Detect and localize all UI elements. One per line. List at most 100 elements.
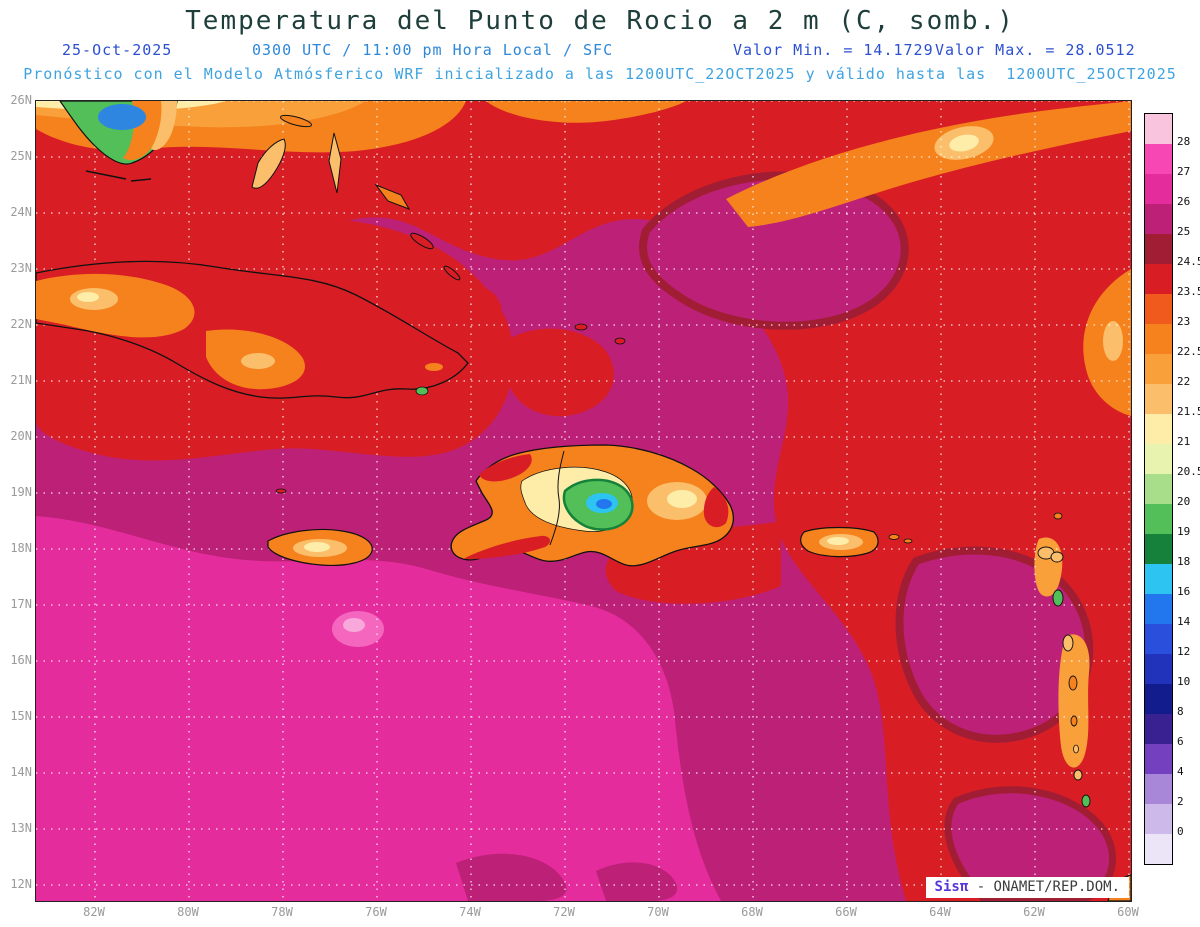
red-patch-central <box>504 328 614 417</box>
bahamas <box>251 114 461 281</box>
orange-glow-antilles-south <box>1058 634 1090 768</box>
lat-tick-label: 15N <box>10 709 32 723</box>
colorbar-segment <box>1145 114 1172 144</box>
colorbar-scale <box>1144 113 1173 865</box>
lon-tick-label: 66W <box>835 905 857 919</box>
lat-tick-label: 16N <box>10 653 32 667</box>
colorbar-tick-label: 23.5 <box>1177 285 1200 298</box>
lat-tick-label: 25N <box>10 149 32 163</box>
colorbar-segment <box>1145 144 1172 174</box>
watermark: Sisπ - ONAMET/REP.DOM. <box>925 877 1129 898</box>
florida-keys <box>85 170 152 182</box>
virgin-islands <box>888 534 900 540</box>
lat-tick-label: 21N <box>10 373 32 387</box>
lat-tick-label: 19N <box>10 485 32 499</box>
colorbar-tick-label: 10 <box>1177 675 1191 688</box>
colorbar-segment <box>1145 594 1172 624</box>
magenta-wisp-2 <box>596 862 678 901</box>
date-label: 25-Oct-2025 <box>62 41 173 59</box>
header-line-2: 25-Oct-2025 0300 UTC / 11:00 pm Hora Loc… <box>0 41 1200 61</box>
colorbar-tick-label: 22 <box>1177 375 1191 388</box>
colorbar-segment <box>1145 474 1172 504</box>
virgin-islands-2 <box>903 538 913 544</box>
colorbar-segment <box>1145 804 1172 834</box>
lat-tick-label: 22N <box>10 317 32 331</box>
lat-tick-label: 13N <box>10 821 32 835</box>
colorbar-segment <box>1145 744 1172 774</box>
haiti-dr-border <box>549 450 565 546</box>
colorbar-segment <box>1145 204 1172 234</box>
lat-tick-label: 12N <box>10 877 32 891</box>
colorbar-tick-label: 4 <box>1177 765 1184 778</box>
colorbar-tick-label: 22.5 <box>1177 345 1200 358</box>
colorbar-tick-label: 25 <box>1177 225 1191 238</box>
colorbar-segment <box>1145 294 1172 324</box>
colorbar-segment <box>1145 324 1172 354</box>
colorbar-segment <box>1145 654 1172 684</box>
colorbar-segment <box>1145 624 1172 654</box>
cream-core-topright <box>949 134 979 152</box>
colorbar-tick-label: 26 <box>1177 195 1191 208</box>
lon-tick-label: 74W <box>459 905 481 919</box>
colorbar-tick-label: 8 <box>1177 705 1184 718</box>
colorbar-segment <box>1145 354 1172 384</box>
colorbar-tick-label: 6 <box>1177 735 1184 748</box>
hispaniola <box>450 444 735 567</box>
colorbar-tick-label: 20 <box>1177 495 1191 508</box>
colorbar-tick-label: 21.5 <box>1177 405 1200 418</box>
colorbar-segment <box>1145 774 1172 804</box>
lat-tick-label: 23N <box>10 261 32 275</box>
turks-caicos-2 <box>614 337 626 345</box>
colorbar-segment <box>1145 684 1172 714</box>
colorbar-tick-label: 20.5 <box>1177 465 1200 478</box>
magenta-patch-east <box>895 546 1094 743</box>
magenta-patch-southeast <box>944 786 1117 901</box>
turks-caicos <box>574 323 588 331</box>
lon-tick-label: 68W <box>741 905 763 919</box>
colorbar-tick-label: 19 <box>1177 525 1191 538</box>
colorbar-tick-label: 21 <box>1177 435 1191 448</box>
pale-pink-core <box>343 618 365 632</box>
lesser-antilles <box>1037 512 1091 808</box>
lat-tick-label: 20N <box>10 429 32 443</box>
colorbar-segment <box>1145 234 1172 264</box>
yellow-speck-rightedge <box>1103 321 1123 361</box>
orange-streak-topcenter <box>486 101 686 123</box>
colorbar-segment <box>1145 174 1172 204</box>
valor-min-label: Valor Min. = 14.1729 <box>733 41 934 59</box>
colorbar-tick-label: 24.5 <box>1177 255 1200 268</box>
colorbar-tick-label: 2 <box>1177 795 1184 808</box>
valor-max-label: Valor Max. = 28.0512 <box>935 41 1136 59</box>
watermark-brand: Sisπ <box>934 879 977 895</box>
run-info-label: 0300 UTC / 11:00 pm Hora Local / SFC <box>252 41 614 59</box>
red-patch-central-2 <box>434 282 502 334</box>
lon-tick-label: 60W <box>1117 905 1139 919</box>
magenta-wisp-1 <box>456 853 567 901</box>
lon-tick-label: 70W <box>647 905 669 919</box>
colorbar-tick-label: 12 <box>1177 645 1191 658</box>
colorbar-tick-label: 27 <box>1177 165 1191 178</box>
colorbar-segment <box>1145 834 1172 864</box>
lon-tick-label: 72W <box>553 905 575 919</box>
dewpoint-field-svg <box>36 101 1131 901</box>
latitude-axis: 26N 25N 24N 23N 22N 21N 20N 19N 18N 17N 16N 15N 14N 1… <box>2 93 32 910</box>
colorbar-segment <box>1145 534 1172 564</box>
lat-tick-label: 17N <box>10 597 32 611</box>
pink-region <box>36 516 721 901</box>
cuba <box>36 260 469 399</box>
colorbar: 2827262524.523.52322.52221.52120.5201918… <box>1144 113 1200 873</box>
lon-tick-label: 78W <box>271 905 293 919</box>
lat-tick-label: 26N <box>10 93 32 107</box>
colorbar-segment <box>1145 384 1172 414</box>
longitude-axis: 82W 80W 78W 76W 74W 72W 70W 68W 66W 64W 62W 60W <box>35 905 1139 923</box>
lon-tick-label: 82W <box>83 905 105 919</box>
colorbar-tick-label: 23 <box>1177 315 1191 328</box>
watermark-text: - ONAMET/REP.DOM. <box>976 879 1120 895</box>
colorbar-segment <box>1145 564 1172 594</box>
colorbar-segment <box>1145 414 1172 444</box>
jamaica <box>267 528 373 567</box>
florida <box>59 101 178 182</box>
lon-tick-label: 62W <box>1023 905 1045 919</box>
colorbar-segment <box>1145 504 1172 534</box>
